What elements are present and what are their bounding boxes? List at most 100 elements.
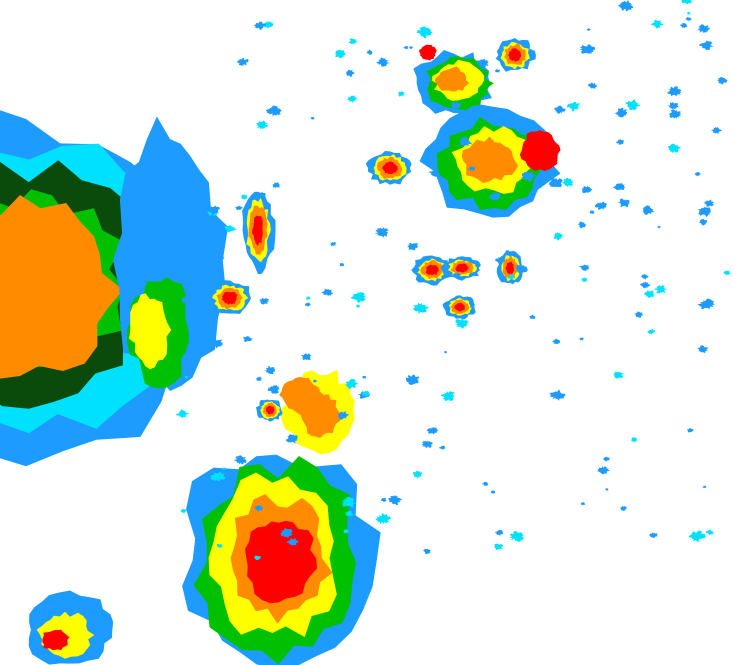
speckle-echo <box>312 379 318 383</box>
speckle-echo <box>612 183 626 191</box>
speckle-echo <box>703 199 715 207</box>
speckle-echo <box>685 17 692 21</box>
small-cell-2-red-echo <box>382 161 398 175</box>
small-cell-8-red-echo <box>265 405 275 415</box>
speckle-echo <box>192 246 203 253</box>
speckle-echo <box>717 77 728 85</box>
speckle-echo <box>577 221 588 229</box>
speckle-echo <box>345 378 359 390</box>
speckle-echo <box>631 436 638 442</box>
speckle-echo <box>579 44 596 54</box>
speckle-echo <box>348 38 358 45</box>
speckle-echo <box>494 68 501 73</box>
southwest-red-echo <box>42 629 70 651</box>
speckle-echo <box>184 375 189 379</box>
speckle-echo <box>374 227 389 238</box>
speckle-echo <box>562 177 574 187</box>
speckle-echo <box>345 69 355 77</box>
speckle-echo <box>267 384 280 394</box>
speckle-echo <box>272 182 281 189</box>
speckle-echo <box>397 91 405 97</box>
speckle-echo <box>529 314 536 320</box>
speckle-echo <box>285 434 299 444</box>
speckle-echo <box>450 102 462 109</box>
speckle-echo <box>280 528 294 538</box>
small-cell-6-red-echo <box>454 302 465 312</box>
speckle-echo <box>375 513 392 525</box>
speckle-echo <box>321 288 334 297</box>
speckle-echo <box>650 19 664 29</box>
speckle-echo <box>254 555 262 561</box>
speckle-echo <box>262 20 274 29</box>
speckle-echo <box>686 11 691 15</box>
speckle-echo <box>699 40 714 51</box>
speckle-echo <box>235 205 243 211</box>
speckle-echo <box>333 49 346 59</box>
speckle-echo <box>588 82 598 89</box>
speckle-echo <box>694 172 701 177</box>
speckle-echo <box>236 57 249 66</box>
speckle-echo <box>613 371 624 379</box>
speckle-echo <box>594 201 607 210</box>
speckle-echo <box>495 529 504 536</box>
speckle-echo <box>376 57 391 67</box>
speckle-echo <box>681 0 693 5</box>
speckle-echo <box>306 296 311 300</box>
speckle-echo <box>579 264 590 272</box>
speckle-echo <box>179 508 187 514</box>
speckle-echo <box>339 262 345 267</box>
speckle-echo <box>476 59 489 68</box>
speckle-echo <box>507 274 516 280</box>
small-cell-1-red-echo <box>221 291 238 305</box>
speckle-echo <box>286 538 299 546</box>
speckle-echo <box>509 531 524 542</box>
speckle-echo <box>405 374 420 385</box>
speckle-echo <box>233 455 247 465</box>
speckle-echo <box>656 225 661 229</box>
speckle-echo <box>426 427 439 435</box>
speckle-echo <box>403 45 409 50</box>
speckle-echo <box>668 109 682 119</box>
speckle-echo <box>597 466 610 475</box>
speckle-echo <box>639 281 651 289</box>
speckle-echo <box>688 530 706 543</box>
small-cell-0-red-echo <box>252 215 263 247</box>
speckle-echo <box>301 353 312 361</box>
speckle-echo <box>648 532 658 539</box>
northeast-red-echo <box>519 130 561 172</box>
speckle-echo <box>495 257 506 264</box>
speckle-echo <box>242 335 253 342</box>
speckle-echo <box>616 139 625 145</box>
small-cell-4-red-echo <box>455 263 469 273</box>
speckle-echo <box>604 488 609 491</box>
speckle-echo <box>253 505 263 512</box>
speckle-echo <box>667 143 682 154</box>
west-storm-core-orange-echo <box>0 195 124 379</box>
speckle-echo <box>441 391 455 401</box>
south-lobe2-orange-echo <box>279 376 321 415</box>
speckle-echo <box>642 205 655 215</box>
speckle-echo <box>254 21 267 30</box>
speckle-echo <box>206 205 221 216</box>
speckle-echo <box>488 191 502 201</box>
speckle-echo <box>210 471 226 482</box>
speckle-echo <box>380 497 387 502</box>
speckle-echo <box>581 185 593 194</box>
speckle-echo <box>586 28 591 31</box>
small-cell-7-red-echo <box>508 48 521 62</box>
speckle-echo <box>181 296 192 304</box>
speckle-echo <box>647 328 656 335</box>
north-storm-orange-echo <box>434 66 470 92</box>
speckle-echo <box>625 99 641 111</box>
speckle-echo <box>697 298 715 310</box>
speckle-echo <box>711 126 722 134</box>
speckle-echo <box>494 543 504 551</box>
speckle-echo <box>580 277 588 282</box>
speckle-echo <box>423 548 431 555</box>
speckle-echo <box>240 194 248 200</box>
northeast-storm-orange-echo <box>461 136 519 184</box>
speckle-echo <box>176 409 189 418</box>
north-red-echo <box>419 44 437 61</box>
speckle-echo <box>413 470 423 479</box>
